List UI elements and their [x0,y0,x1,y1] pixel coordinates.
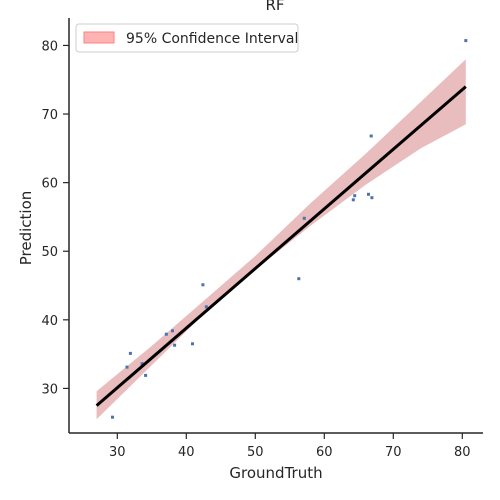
data-point [201,283,205,287]
y-tick-label: 30 [41,382,58,397]
x-tick-label: 40 [178,445,195,460]
confidence-band [96,59,466,420]
y-tick-label: 80 [41,39,58,54]
data-point [302,216,306,220]
regression-line [95,85,467,407]
x-tick-label: 30 [109,445,126,460]
legend-label-confidence-interval: 95% Confidence Interval [126,31,298,47]
data-point [204,305,208,309]
y-tick-label: 60 [41,177,58,192]
x-axis-label: GroundTruth [229,464,322,482]
data-point [370,196,374,200]
data-point [297,277,301,281]
data-point [128,351,132,355]
data-point [369,134,373,138]
y-tick-label: 40 [41,314,58,329]
data-point [140,362,144,366]
legend: 95% Confidence Interval [75,23,299,53]
y-axis-label: Prediction [17,191,35,266]
chart-title: RF [265,0,284,14]
legend-patch-confidence-interval [83,31,115,44]
data-point [353,194,357,198]
data-point [171,329,174,333]
x-tick-label: 70 [385,445,402,460]
data-point [367,192,370,196]
data-point [164,332,168,336]
data-point [144,373,148,377]
data-point [464,39,468,43]
x-tick-label: 80 [454,445,471,460]
x-tick-label: 50 [247,445,264,460]
data-point [173,343,177,347]
data-point [111,415,114,419]
x-tick-label: 60 [316,445,333,460]
y-ticks: 30 40 50 60 70 80 [41,39,69,397]
x-ticks: 30 40 50 60 70 80 [109,433,471,460]
data-point [191,342,194,346]
regression-line-layer [95,85,467,407]
legend-box [75,23,299,53]
points-layer [111,39,468,419]
confidence-band-layer [96,59,466,420]
y-tick-label: 50 [41,245,58,260]
y-tick-label: 70 [41,108,58,123]
data-point [351,198,355,202]
data-point [125,365,129,369]
